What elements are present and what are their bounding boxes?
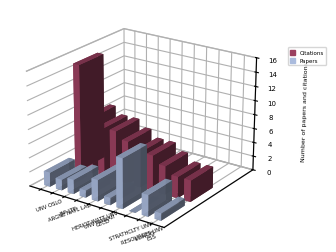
Legend: Citations, Papers: Citations, Papers — [288, 48, 326, 66]
